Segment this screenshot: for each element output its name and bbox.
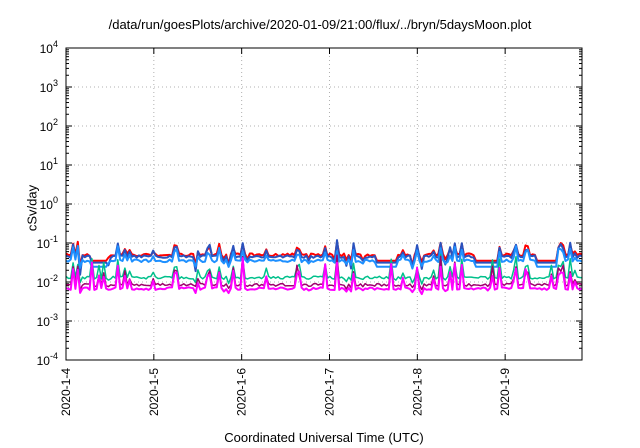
x-tick-label: 2020-1-8: [410, 368, 424, 416]
x-tick-label: 2020-1-5: [147, 368, 161, 416]
y-tick-label: 10-4: [37, 351, 58, 368]
series-line: [65, 257, 583, 296]
series-line: [65, 244, 583, 270]
x-tick-label: 2020-1-4: [59, 368, 73, 416]
x-tick-label: 2020-1-6: [235, 368, 249, 416]
x-tick-label: 2020-1-9: [498, 368, 512, 416]
x-tick-label: 2020-1-7: [322, 368, 336, 416]
x-axis-label: Coordinated Universal Time (UTC): [224, 430, 424, 445]
chart-title: /data/run/goesPlots/archive/2020-01-09/2…: [108, 17, 532, 32]
y-tick-label: 102: [40, 117, 58, 134]
y-tick-label: 101: [40, 156, 58, 173]
plot-frame: [65, 47, 583, 361]
y-tick-label: 103: [40, 78, 58, 95]
y-tick-label: 104: [40, 39, 58, 56]
y-tick-label: 10-1: [37, 234, 58, 251]
series-line: [65, 239, 583, 276]
y-tick-label: 100: [40, 195, 58, 212]
y-tick-label: 10-3: [37, 312, 58, 329]
y-tick-label: 10-2: [37, 273, 58, 290]
